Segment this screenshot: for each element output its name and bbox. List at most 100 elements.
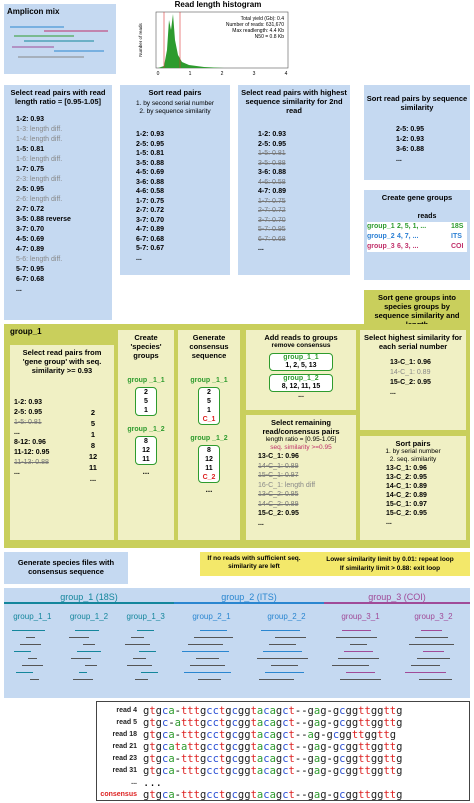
read-line (76, 651, 102, 652)
read-line (259, 679, 294, 680)
read-line (332, 665, 369, 666)
pair: 13-C_2: 0.95 (258, 491, 299, 498)
group-gene: ITS (451, 233, 462, 240)
step-title: Select read pairs with highest sequence … (241, 88, 347, 115)
pair-list: 13-C_1: 0.96 13-C_2: 0.95 14-C_1: 0.89 14-C… (360, 464, 466, 527)
pair: 2-5: 0.95 (14, 409, 43, 416)
group-box: 8 12 11 (135, 436, 157, 465)
step-title: Add reads to groups (264, 333, 338, 342)
pair: 14-C_1: 0.89 (258, 462, 299, 470)
step-sub: 1. by second serial number (135, 100, 215, 107)
step-box: Create 'species' groups group _1_1 2 5 1 gro… (118, 330, 174, 540)
pair: 1-6: length diff. (16, 156, 63, 163)
read-line (30, 679, 39, 680)
read-line (135, 679, 148, 680)
group-name: group_3 (367, 243, 395, 250)
read-name: ... (131, 779, 137, 786)
consensus-id: C_1 (202, 416, 216, 423)
amplicon-reads (10, 26, 108, 58)
pair: 3-6: 0.88 (136, 178, 165, 186)
read-line (405, 672, 446, 673)
sequence: gtgca-tttgcctgcggtacagct--gag-gcggttggtt… (143, 765, 403, 777)
pair: 15-C_1: 0.97 (386, 501, 427, 508)
pair: ... (396, 156, 402, 163)
group-label: group _1_1 (190, 377, 228, 384)
read-line (74, 630, 100, 631)
read-line (20, 644, 41, 645)
read-line (263, 651, 302, 652)
step-title: Select read pairs with read length ratio… (10, 88, 106, 106)
pair: 16-C_1: length diff (258, 481, 316, 489)
pair: 11-13: 0.88 (14, 459, 49, 466)
pair: 6-7: 0.68 (258, 235, 286, 243)
sequence: gtgca-tttgcctgcggtacagct--ag-gcggttggttg (143, 729, 397, 741)
read-line (84, 665, 98, 666)
step-title: Select remaining read/consensus pairs (262, 418, 340, 436)
step-box: Select highest similarity for each seria… (360, 330, 466, 430)
hist-y-label: Number of reads (138, 22, 143, 56)
read-name: read 18 (112, 731, 137, 738)
pair: 1-5: 0.81 (136, 150, 165, 157)
amplicon-box: Amplicon mix (4, 4, 116, 74)
read-id: 8 (90, 441, 96, 450)
pair: 3-7: 0.70 (16, 226, 45, 233)
read-line (12, 630, 45, 631)
pair: 15-C_2: 0.95 (390, 379, 431, 386)
read-line (417, 658, 450, 659)
pair: 2-3: length diff. (16, 176, 63, 183)
step-box: Sort read pairs by sequence similarity 2… (364, 85, 470, 180)
pair: 1-4: length diff. (16, 136, 63, 143)
read-line (200, 630, 227, 631)
read-line (141, 672, 158, 673)
read-line (184, 672, 231, 673)
x-tick-label: 1 (189, 71, 192, 77)
read-line (269, 644, 296, 645)
group-reads: 1, 2, 5, 13 (285, 362, 317, 369)
read-line (275, 637, 306, 638)
read-line (28, 658, 37, 659)
read-id: 5 (90, 419, 96, 428)
pair: 14-C_1: 0.89 (390, 369, 431, 376)
group-box: group_1_1 1, 2, 5, 13 (269, 353, 333, 371)
consensus-id: C_2 (202, 474, 216, 481)
pair: 1-2: 0.93 (16, 116, 45, 123)
sequence: gtgcatattgcctgcggtacagct--gag-gcggttggtt… (143, 741, 403, 753)
pair: 3-5: 0.88 reverse (16, 216, 71, 223)
read-id: 12 (142, 447, 150, 454)
pair: ... (14, 469, 20, 476)
read-id: 1 (144, 407, 148, 414)
pair: 4-5: 0.69 (16, 236, 45, 243)
group-label: group _1_1 (127, 377, 165, 384)
pair: 14-C_2: 0.89 (258, 500, 299, 508)
pair: 3-7: 0.70 (258, 216, 286, 224)
read-id: 11 (205, 465, 213, 472)
gene-name: group_1 (18S) (4, 592, 174, 604)
pair: 1-7: 0.75 (16, 166, 45, 173)
read-id: 1 (207, 407, 211, 414)
pair: 3-7: 0.70 (136, 216, 165, 224)
pair: 2-6: length diff. (16, 196, 63, 203)
read-line (271, 665, 298, 666)
pair: ... (390, 389, 396, 396)
stat: Total yield (Gb): 0.4 (240, 16, 284, 22)
pair: ... (16, 286, 22, 293)
group-name: group_1 (367, 223, 395, 230)
hist-title: Read length histogram (175, 0, 262, 9)
read-id: 2 (144, 389, 148, 396)
sequence: gtgca-tttgcctgcggtacagct--gag-gcggttggtt… (143, 753, 403, 765)
loop-label: group_1 (10, 327, 42, 336)
read-id: 12 (205, 456, 213, 463)
read-id: 5 (144, 398, 148, 405)
gene-row: group_3 6, 3, ... COI (367, 242, 467, 252)
pair: ... (136, 254, 142, 262)
sequence: gtgca-tttgcctgcggtacagct--gag-gcggttggtt… (143, 789, 403, 801)
stat: Number of reads: 631,670 (225, 22, 284, 28)
step-box: Sort read pairs 1. by second serial numb… (120, 85, 230, 275)
read-id: 5 (207, 398, 211, 405)
step-sub: 2. seq. similarity (389, 456, 437, 463)
pair: 1-7: 0.75 (136, 197, 165, 205)
read-line (198, 679, 221, 680)
sequence: gtgc-atttgcctgcggtacagct--gag-gcggttggtt… (143, 717, 403, 729)
group-box: 8 12 11 C_2 (198, 445, 220, 483)
read-line (70, 658, 92, 659)
